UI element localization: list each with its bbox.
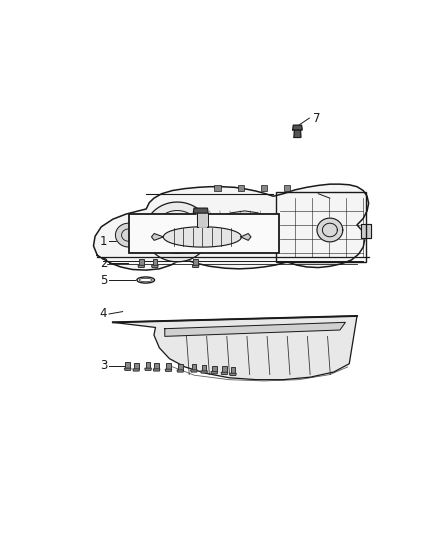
Polygon shape [170, 226, 184, 238]
Polygon shape [361, 224, 371, 238]
Text: 6: 6 [243, 223, 251, 236]
Polygon shape [152, 265, 158, 268]
Polygon shape [294, 130, 301, 138]
Polygon shape [116, 223, 141, 247]
Polygon shape [165, 369, 172, 372]
Polygon shape [211, 372, 218, 374]
Polygon shape [214, 185, 221, 190]
Polygon shape [232, 217, 252, 236]
Polygon shape [230, 367, 235, 373]
Text: 7: 7 [313, 111, 320, 125]
Polygon shape [146, 362, 151, 368]
Polygon shape [165, 322, 346, 336]
Polygon shape [317, 218, 343, 242]
Polygon shape [238, 185, 244, 190]
Polygon shape [152, 260, 157, 265]
Polygon shape [212, 366, 217, 372]
Polygon shape [125, 362, 130, 368]
Text: 4: 4 [100, 308, 107, 320]
Polygon shape [134, 363, 138, 369]
Polygon shape [222, 366, 227, 372]
Text: 3: 3 [100, 359, 107, 373]
Polygon shape [191, 370, 197, 372]
Polygon shape [139, 260, 144, 265]
Text: 5: 5 [100, 273, 107, 287]
Text: 1: 1 [100, 235, 107, 248]
Polygon shape [166, 363, 171, 369]
Polygon shape [153, 369, 160, 371]
Polygon shape [202, 365, 206, 371]
Polygon shape [177, 370, 184, 372]
Polygon shape [206, 211, 270, 244]
Polygon shape [145, 202, 210, 262]
Polygon shape [163, 227, 241, 247]
Polygon shape [93, 184, 369, 270]
Polygon shape [178, 364, 183, 370]
Polygon shape [193, 260, 198, 265]
Polygon shape [113, 316, 357, 379]
Polygon shape [154, 363, 159, 369]
Polygon shape [201, 371, 208, 373]
Polygon shape [197, 213, 208, 227]
Polygon shape [133, 369, 140, 371]
Polygon shape [241, 233, 251, 240]
Polygon shape [293, 125, 302, 130]
Polygon shape [145, 368, 152, 370]
Polygon shape [138, 265, 145, 268]
Polygon shape [152, 233, 163, 240]
Text: 2: 2 [100, 256, 107, 270]
Polygon shape [284, 185, 290, 190]
Bar [130, 214, 279, 253]
Polygon shape [192, 265, 199, 268]
Polygon shape [193, 208, 208, 213]
Polygon shape [261, 185, 267, 190]
Polygon shape [191, 364, 196, 370]
Polygon shape [221, 372, 228, 375]
Polygon shape [124, 368, 131, 370]
Polygon shape [230, 373, 236, 375]
